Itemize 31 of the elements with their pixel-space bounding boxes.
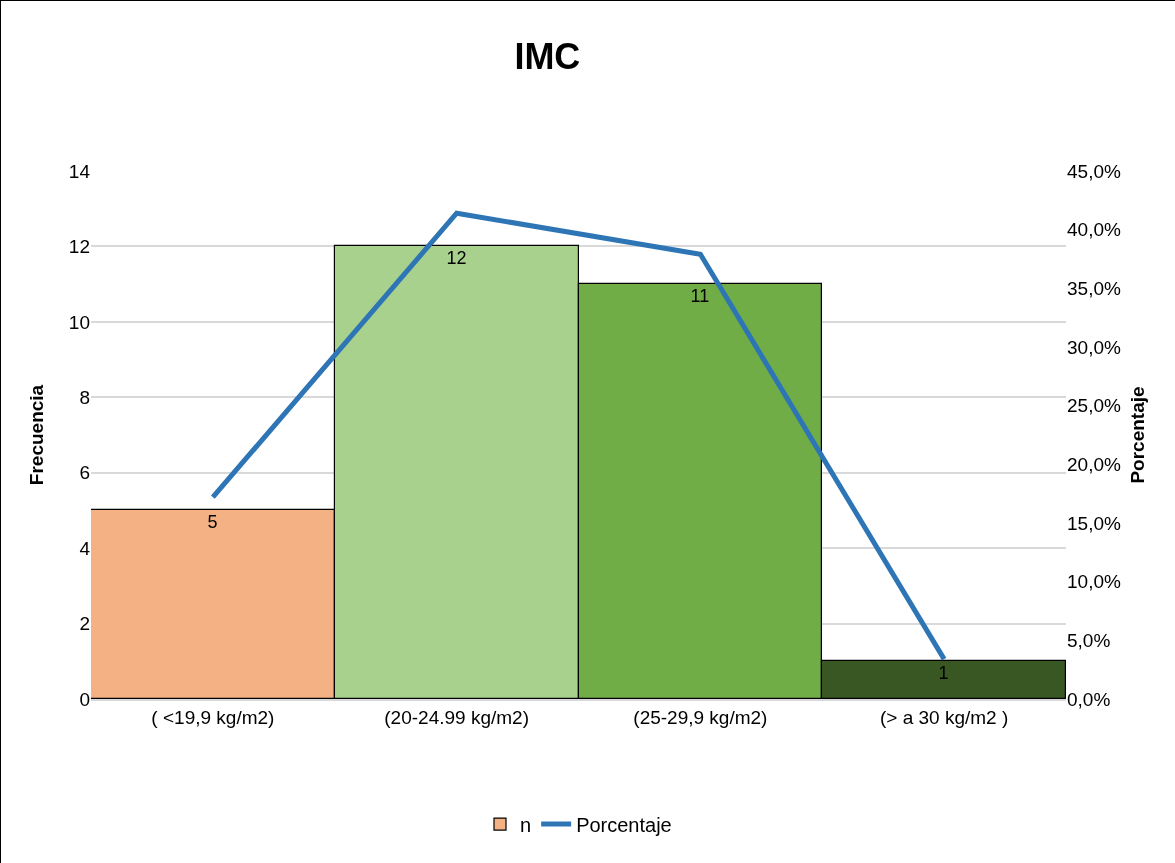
y-tick-label: 0: [79, 688, 90, 710]
y2-tick-label: 5,0%: [1067, 629, 1111, 651]
x-tick-label: (20-24.99 kg/m2): [384, 706, 529, 728]
y2-tick-label: 10,0%: [1067, 571, 1121, 593]
y2-axis-title: Porcentaje: [1126, 386, 1148, 484]
y-tick-label: 10: [68, 311, 90, 333]
data-label: 11: [690, 286, 710, 307]
x-tick-label: (25-29,9 kg/m2): [633, 706, 768, 728]
y-tick-label: 12: [68, 236, 90, 258]
legend-label: n: [520, 813, 532, 836]
y2-tick-label: 20,0%: [1067, 453, 1121, 475]
y-tick-label: 4: [79, 537, 91, 559]
y-tick-label: 8: [79, 386, 90, 408]
y2-tick-label: 45,0%: [1067, 160, 1121, 182]
y-tick-label: 6: [79, 462, 90, 484]
y2-tick-label: 35,0%: [1067, 277, 1121, 299]
data-label: 12: [446, 248, 467, 269]
data-label: 5: [207, 512, 218, 533]
x-tick-label: ( <19,9 kg/m2): [151, 706, 275, 728]
y-tick-label: 14: [68, 160, 91, 182]
y-tick-label: 2: [79, 613, 90, 635]
y2-tick-label: 40,0%: [1067, 219, 1121, 241]
chart-title: IMC: [514, 36, 581, 78]
data-label: 1: [938, 663, 949, 684]
y2-tick-label: 30,0%: [1067, 336, 1121, 358]
y-axis-title: Frecuencia: [25, 384, 47, 486]
legend-label: Porcentaje: [576, 813, 672, 836]
x-tick-label: (> a 30 kg/m2 ): [879, 706, 1009, 728]
y2-tick-label: 0,0%: [1067, 688, 1111, 710]
y2-tick-label: 25,0%: [1067, 395, 1121, 417]
y2-tick-label: 15,0%: [1067, 512, 1121, 534]
